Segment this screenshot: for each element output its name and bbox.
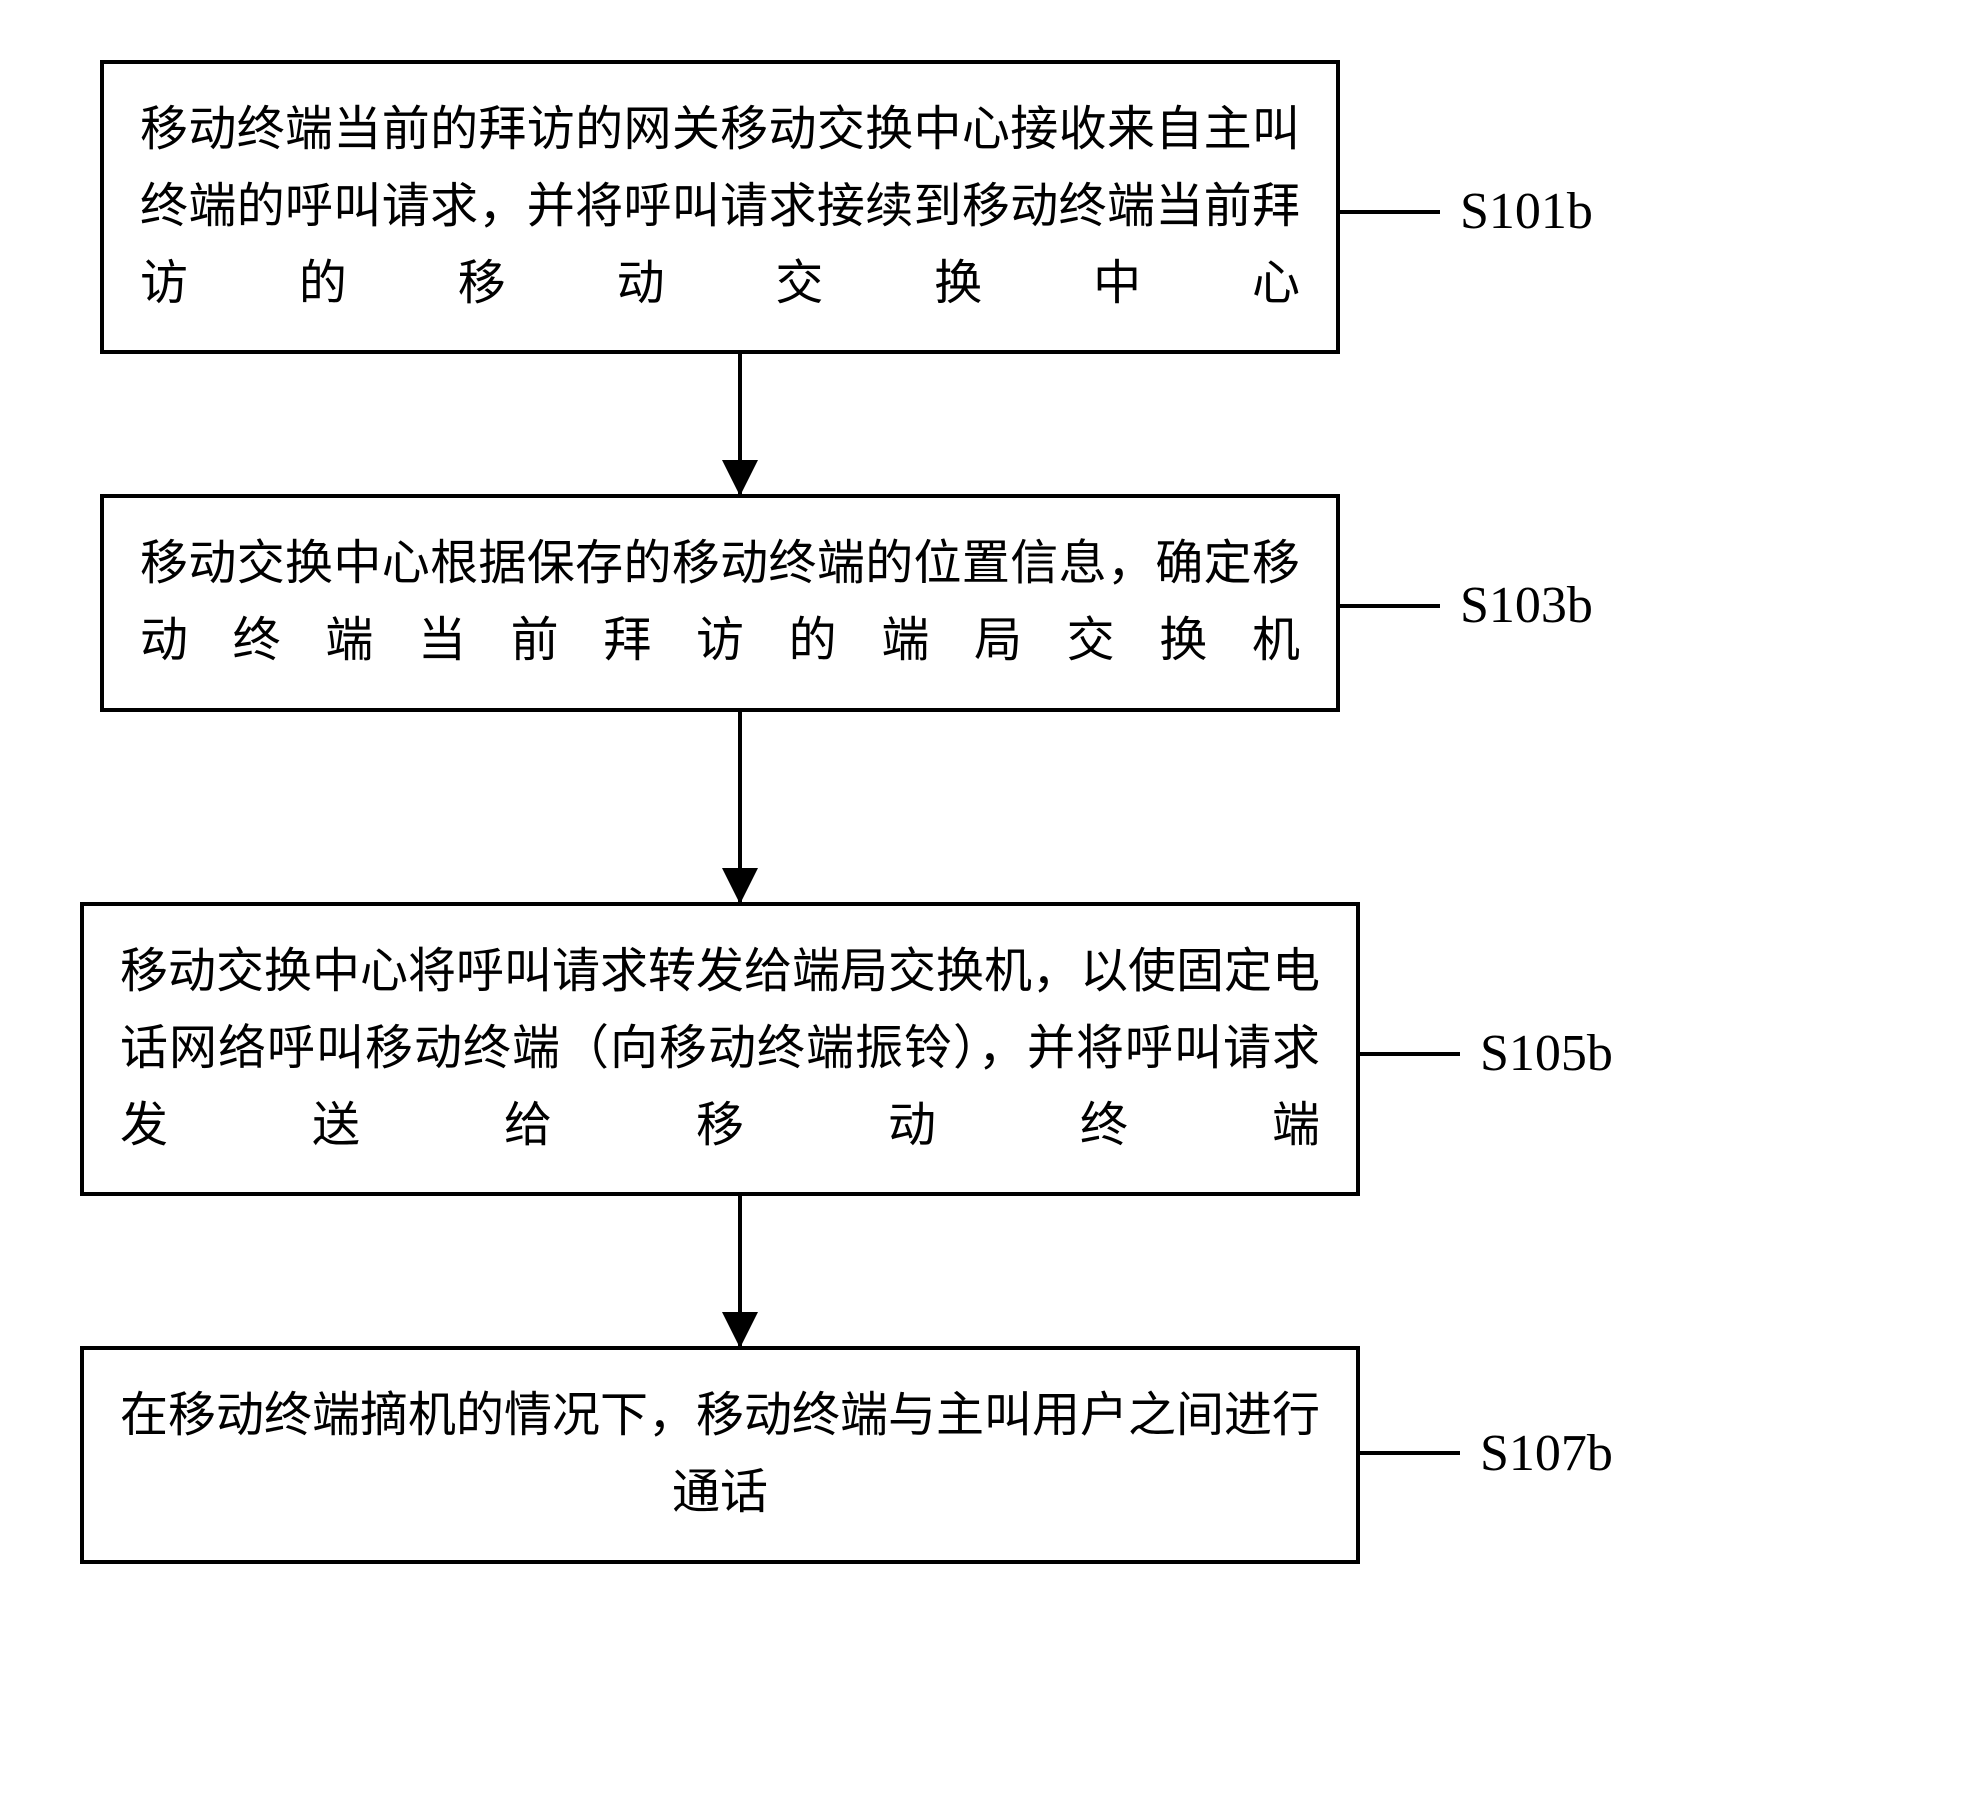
flowchart-node-S107b: 在移动终端摘机的情况下，移动终端与主叫用户之间进行通话 <box>80 1346 1360 1564</box>
node-text: 在移动终端摘机的情况下，移动终端与主叫用户之间进行通话 <box>120 1389 1320 1519</box>
node-label-S101b: S101b <box>1460 182 1593 241</box>
node-label-S105b: S105b <box>1480 1024 1613 1083</box>
node-label-S103b: S103b <box>1460 576 1593 635</box>
node-text: 移动交换中心根据保存的移动终端的位置信息，确定移动终端当前拜访的端局交换机 <box>140 537 1300 667</box>
flowchart-row-3: 移动交换中心将呼叫请求转发给端局交换机，以使固定电话网络呼叫移动终端（向移动终端… <box>20 902 1968 1196</box>
arrowhead-icon <box>722 868 758 904</box>
flowchart-arrow-1 <box>738 354 742 494</box>
label-connector-line <box>1340 604 1440 608</box>
flowchart-container: 移动终端当前的拜访的网关移动交换中心接收来自主叫终端的呼叫请求，并将呼叫请求接续… <box>20 60 1968 1564</box>
flowchart-arrow-3 <box>738 1196 742 1346</box>
flowchart-node-S101b: 移动终端当前的拜访的网关移动交换中心接收来自主叫终端的呼叫请求，并将呼叫请求接续… <box>100 60 1340 354</box>
flowchart-arrow-2 <box>738 712 742 902</box>
arrowhead-icon <box>722 460 758 496</box>
flowchart-node-S103b: 移动交换中心根据保存的移动终端的位置信息，确定移动终端当前拜访的端局交换机 <box>100 494 1340 712</box>
flowchart-node-S105b: 移动交换中心将呼叫请求转发给端局交换机，以使固定电话网络呼叫移动终端（向移动终端… <box>80 902 1360 1196</box>
flowchart-row-1: 移动终端当前的拜访的网关移动交换中心接收来自主叫终端的呼叫请求，并将呼叫请求接续… <box>20 60 1968 354</box>
flowchart-row-2: 移动交换中心根据保存的移动终端的位置信息，确定移动终端当前拜访的端局交换机 S1… <box>20 494 1968 712</box>
node-text: 移动终端当前的拜访的网关移动交换中心接收来自主叫终端的呼叫请求，并将呼叫请求接续… <box>140 103 1300 310</box>
label-connector-line <box>1360 1052 1460 1056</box>
label-connector-line <box>1360 1451 1460 1455</box>
arrowhead-icon <box>722 1312 758 1348</box>
label-connector-line <box>1340 210 1440 214</box>
node-text: 移动交换中心将呼叫请求转发给端局交换机，以使固定电话网络呼叫移动终端（向移动终端… <box>120 945 1320 1152</box>
flowchart-row-4: 在移动终端摘机的情况下，移动终端与主叫用户之间进行通话 S107b <box>20 1346 1968 1564</box>
node-label-S107b: S107b <box>1480 1424 1613 1483</box>
